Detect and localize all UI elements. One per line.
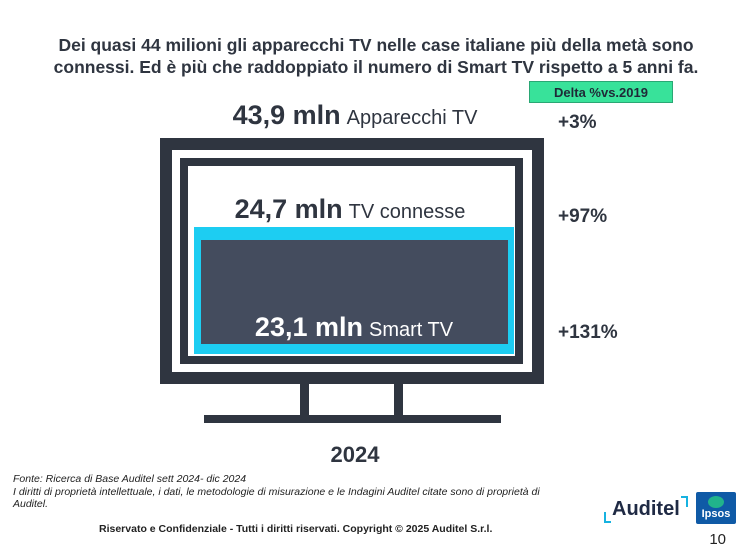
smart-tv-delta: +131% — [558, 322, 618, 343]
tv-sets-label: 43,9 mln Apparecchi TV — [225, 100, 485, 131]
ipsos-logo: Ipsos — [696, 492, 736, 524]
headline-line-2: connessi. Ed è più che raddoppiato il nu… — [53, 57, 699, 77]
tv-stand-base — [204, 415, 501, 423]
tv-right-leg — [394, 384, 403, 420]
tv-sets-value: 43,9 mln — [232, 100, 341, 130]
auditel-logo: Auditel — [604, 496, 688, 524]
headline: Dei quasi 44 milioni gli apparecchi TV n… — [20, 34, 732, 78]
tv-left-leg — [300, 384, 309, 420]
connected-tv-text: TV connesse — [348, 201, 466, 223]
ipsos-wordmark: Ipsos — [701, 508, 731, 520]
smart-tv-label: 23,1 mln Smart TV — [224, 312, 484, 343]
year-label: 2024 — [330, 442, 380, 467]
connected-tv-label: 24,7 mln TV connesse — [220, 194, 480, 225]
tv-sets-delta: +3% — [558, 112, 597, 133]
auditel-wordmark: Auditel — [612, 498, 680, 520]
page-number: 10 — [709, 531, 726, 548]
connected-tv-value: 24,7 mln — [234, 194, 343, 224]
auditel-logo-bracket-left — [604, 512, 611, 523]
connected-tv-delta: +97% — [558, 206, 608, 227]
smart-tv-text: Smart TV — [368, 319, 454, 341]
smart-tv-area — [201, 240, 508, 344]
headline-line-1: Dei quasi 44 milioni gli apparecchi TV n… — [58, 35, 694, 55]
footer-copyright: Riservato e Confidenziale - Tutti i diri… — [99, 523, 493, 535]
smart-tv-value: 23,1 mln — [254, 312, 363, 342]
ipsos-logo-dot — [708, 496, 724, 508]
tv-sets-text: Apparecchi TV — [346, 107, 478, 129]
delta-header-badge: Delta %vs.2019 — [529, 81, 673, 103]
source-note: Fonte: Ricerca di Base Auditel sett 2024… — [13, 473, 573, 511]
auditel-logo-bracket-right — [681, 496, 688, 507]
source-line-1: Fonte: Ricerca di Base Auditel sett 2024… — [13, 473, 247, 485]
source-line-2: I diritti di proprietà intellettuale, i … — [13, 485, 540, 511]
